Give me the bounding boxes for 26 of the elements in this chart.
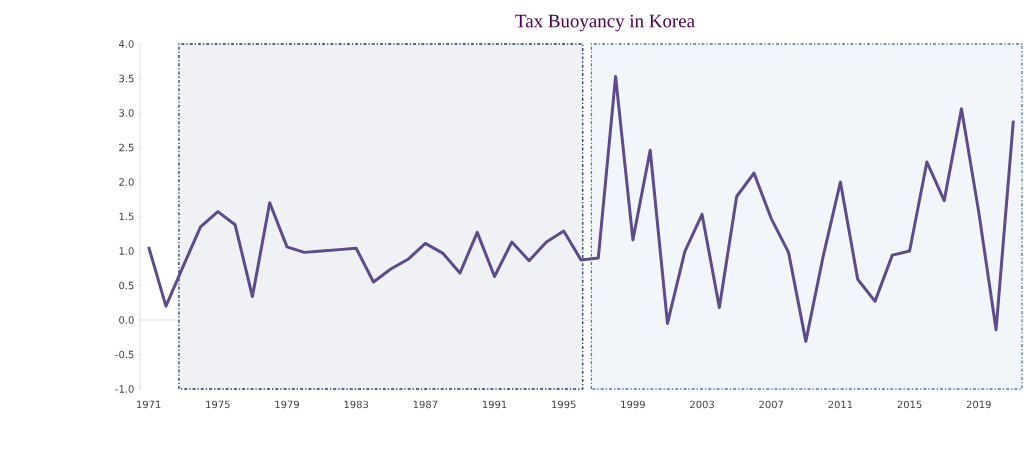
y-tick-label: 3.5 <box>119 74 134 83</box>
y-tick-label: 0.0 <box>119 316 134 324</box>
y-tick-label: 2.0 <box>119 178 134 186</box>
y-tick-label: 4.0 <box>119 40 134 48</box>
y-tick-label: 0.5 <box>119 281 134 290</box>
y-tick-label: 1.0 <box>119 247 134 255</box>
x-tick-label: 1987 <box>413 400 438 409</box>
x-tick-label: 1995 <box>552 400 576 409</box>
x-tick-label: 1991 <box>482 400 507 409</box>
y-tick-label: 1.5 <box>119 212 134 221</box>
x-tick-label: 1971 <box>137 400 161 409</box>
x-tick-label: 2007 <box>759 400 784 409</box>
line-series <box>147 74 1015 343</box>
y-tick-label: 2.5 <box>119 143 134 152</box>
y-tick-label: -0.5 <box>115 350 134 359</box>
y-tick-label: -1.0 <box>115 385 134 393</box>
x-tick-label: 2011 <box>828 400 853 409</box>
x-tick-label: 1975 <box>206 400 230 409</box>
x-tick-label: 1999 <box>621 400 645 409</box>
x-tick-label: 1979 <box>275 400 299 409</box>
x-tick-label: 1983 <box>344 400 369 409</box>
x-tick-label: 2015 <box>897 400 922 409</box>
chart-title: Tax Buoyancy in Korea <box>515 14 695 32</box>
y-tick-label: 3.0 <box>119 109 134 117</box>
x-tick-label: 2003 <box>690 400 714 409</box>
x-tick-label: 2019 <box>966 400 991 409</box>
